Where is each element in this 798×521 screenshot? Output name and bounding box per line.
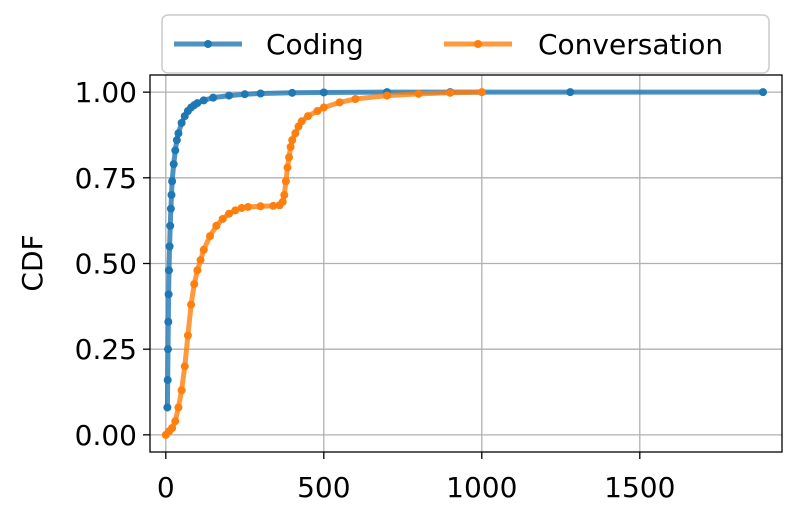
data-point-conversation — [319, 103, 328, 112]
data-point-conversation — [171, 417, 180, 426]
data-point-coding — [164, 345, 173, 354]
data-point-conversation — [285, 153, 294, 162]
data-point-conversation — [280, 190, 289, 199]
data-point-conversation — [180, 362, 189, 371]
data-point-conversation — [477, 88, 486, 97]
data-point-coding — [209, 93, 218, 102]
x-tick-label: 1000 — [446, 471, 517, 504]
data-point-coding — [172, 136, 181, 145]
data-point-conversation — [256, 202, 265, 211]
data-point-conversation — [183, 331, 192, 340]
data-point-coding — [225, 91, 233, 100]
data-point-coding — [166, 204, 175, 213]
x-tick-label: 1500 — [604, 471, 675, 504]
data-point-coding — [168, 177, 177, 186]
data-point-conversation — [168, 424, 177, 433]
legend-marker-conversation — [474, 40, 482, 48]
data-point-conversation — [187, 300, 196, 309]
data-point-coding — [165, 242, 174, 251]
series-conversation — [161, 88, 486, 439]
data-point-conversation — [304, 112, 312, 121]
data-point-coding — [199, 96, 208, 105]
data-point-coding — [164, 317, 173, 326]
legend-label-conversation: Conversation — [538, 28, 723, 61]
legend-label-coding: Coding — [266, 28, 364, 61]
x-tick-label: 0 — [157, 471, 175, 504]
data-point-conversation — [351, 94, 360, 103]
data-point-conversation — [286, 142, 295, 151]
data-point-conversation — [177, 386, 186, 395]
legend: Coding Conversation — [161, 14, 770, 74]
data-point-coding — [256, 89, 265, 98]
series-coding — [163, 88, 768, 412]
data-point-coding — [174, 129, 183, 138]
legend-marker-coding — [204, 40, 212, 48]
data-point-conversation — [383, 91, 391, 100]
data-point-coding — [163, 376, 172, 385]
data-point-coding — [759, 88, 768, 97]
series-line-coding — [164, 89, 766, 410]
data-point-conversation — [218, 214, 227, 223]
data-point-coding — [166, 221, 175, 230]
data-point-conversation — [269, 201, 278, 210]
data-point-coding — [164, 266, 173, 275]
y-tick-label: 1.00 — [75, 76, 137, 109]
x-tick-label: 500 — [297, 471, 350, 504]
y-tick-label: 0.00 — [75, 419, 137, 452]
data-point-coding — [164, 290, 173, 299]
data-point-conversation — [237, 203, 246, 212]
data-point-conversation — [190, 280, 199, 289]
data-point-coding — [169, 160, 178, 169]
data-point-conversation — [313, 106, 322, 115]
data-point-conversation — [231, 206, 240, 215]
data-point-conversation — [288, 136, 297, 145]
data-point-conversation — [297, 117, 306, 126]
data-point-coding — [177, 118, 186, 127]
data-point-conversation — [278, 197, 287, 206]
data-point-conversation — [414, 89, 423, 98]
y-tick-label: 0.50 — [75, 248, 137, 281]
data-point-conversation — [291, 129, 300, 138]
data-point-conversation — [283, 163, 292, 172]
data-point-conversation — [335, 98, 344, 107]
y-axis-ticks: 0.00 0.25 0.50 0.75 1.00 — [75, 76, 150, 452]
data-point-coding — [319, 88, 328, 97]
data-point-coding — [566, 88, 575, 97]
data-point-conversation — [174, 403, 183, 412]
data-point-conversation — [212, 221, 221, 230]
data-point-conversation — [281, 177, 290, 186]
data-point-conversation — [225, 209, 233, 218]
data-point-conversation — [206, 232, 215, 241]
data-point-coding — [288, 88, 297, 97]
data-point-conversation — [199, 245, 208, 254]
data-point-coding — [167, 190, 176, 199]
data-point-coding — [240, 90, 249, 99]
y-axis-label: CDF — [16, 234, 49, 291]
y-tick-label: 0.25 — [75, 333, 137, 366]
y-tick-label: 0.75 — [75, 162, 137, 195]
data-point-coding — [193, 99, 202, 108]
data-point-conversation — [193, 266, 202, 275]
series-lines — [161, 88, 768, 439]
data-point-coding — [163, 403, 172, 412]
data-point-conversation — [196, 256, 205, 265]
data-point-conversation — [243, 202, 252, 211]
data-point-conversation — [446, 88, 455, 97]
x-axis-ticks: 0 500 1000 1500 — [157, 452, 675, 504]
data-point-coding — [171, 146, 180, 155]
grid — [150, 75, 782, 452]
